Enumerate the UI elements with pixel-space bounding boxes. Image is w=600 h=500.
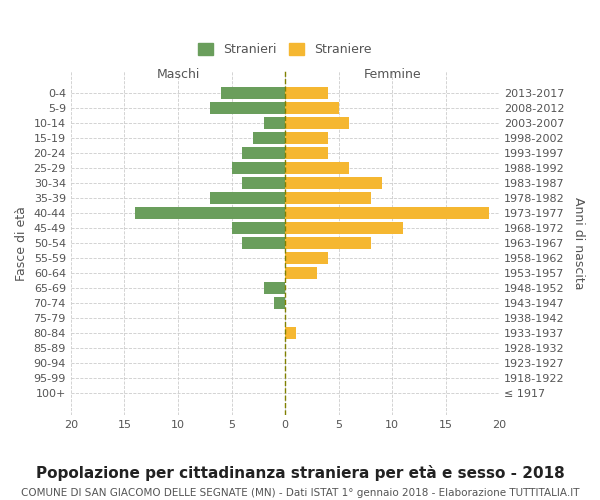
Bar [285, 162, 349, 174]
Bar [285, 192, 371, 204]
Bar [285, 328, 296, 340]
Bar [285, 132, 328, 144]
Text: COMUNE DI SAN GIACOMO DELLE SEGNATE (MN) - Dati ISTAT 1° gennaio 2018 - Elaboraz: COMUNE DI SAN GIACOMO DELLE SEGNATE (MN)… [21, 488, 579, 498]
Bar [274, 298, 285, 310]
Bar [263, 282, 285, 294]
Text: Maschi: Maschi [156, 68, 200, 80]
Bar [285, 237, 371, 249]
Text: Popolazione per cittadinanza straniera per età e sesso - 2018: Popolazione per cittadinanza straniera p… [35, 465, 565, 481]
Bar [285, 147, 328, 159]
Bar [242, 177, 285, 189]
Bar [242, 237, 285, 249]
Bar [285, 86, 328, 99]
Bar [221, 86, 285, 99]
Y-axis label: Fasce di età: Fasce di età [15, 206, 28, 281]
Text: Femmine: Femmine [364, 68, 421, 80]
Bar [210, 192, 285, 204]
Bar [285, 222, 403, 234]
Bar [263, 117, 285, 129]
Y-axis label: Anni di nascita: Anni di nascita [572, 197, 585, 290]
Bar [285, 102, 338, 114]
Bar [253, 132, 285, 144]
Bar [285, 267, 317, 279]
Bar [210, 102, 285, 114]
Bar [285, 252, 328, 264]
Bar [232, 162, 285, 174]
Legend: Stranieri, Straniere: Stranieri, Straniere [194, 40, 376, 60]
Bar [285, 117, 349, 129]
Bar [135, 207, 285, 219]
Bar [242, 147, 285, 159]
Bar [285, 177, 382, 189]
Bar [285, 207, 489, 219]
Bar [232, 222, 285, 234]
